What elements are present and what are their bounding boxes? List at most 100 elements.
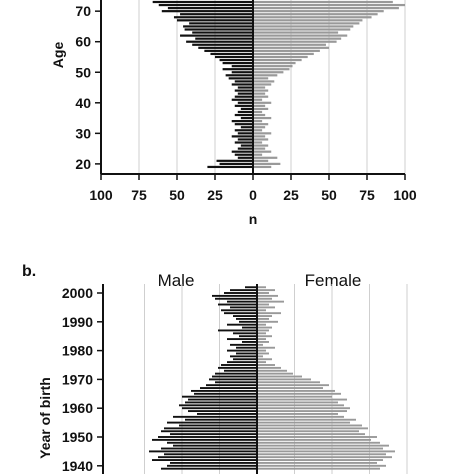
panel-a-x-tick-label: 100 (89, 187, 113, 203)
panel-a-female-bar (253, 31, 339, 34)
panel-b-female-bar (257, 398, 347, 401)
panel-b-female-bar (257, 375, 302, 378)
panel-b-male-bar (233, 332, 257, 335)
panel-a-male-bar (167, 7, 253, 10)
panel-a-male-bar (184, 28, 253, 31)
panel-a-male-bar (237, 92, 253, 95)
panel-b-y-tick-label: 1960 (62, 400, 93, 416)
panel-a-male-bar (231, 150, 253, 153)
panel-b-female-bar (257, 453, 386, 456)
panel-a-female-bar (253, 65, 293, 68)
panel-a-female-bar (253, 22, 360, 25)
panel-b-female-bar (257, 335, 272, 338)
panel-b-female-bar (257, 407, 350, 410)
panel-b-male-bar (227, 361, 257, 364)
panel-b-female-bar (257, 413, 338, 415)
panel-b-female-bar (257, 387, 323, 389)
panel-b-male-bar (170, 461, 257, 464)
panel-b-female-bar (257, 418, 356, 421)
panel-b-female-bar (257, 338, 266, 341)
panel-a-female-bar (253, 71, 284, 74)
panel-a-male-bar (204, 49, 253, 52)
panel-a-female-bar (253, 92, 266, 95)
panel-b-male-bar (173, 415, 257, 418)
panel-a-male-bar (237, 110, 253, 114)
panel-b-male-bar (173, 444, 257, 447)
panel-b-male-bar (188, 410, 257, 413)
panel-a-female-bar (253, 141, 263, 144)
panel-a-male-bar (219, 58, 253, 62)
panel-b-y-tick-label: 1990 (62, 314, 93, 330)
panel-a-male-bar (192, 31, 253, 34)
panel-a-x-tick-label: 0 (249, 187, 257, 203)
panel-b-female-bar (257, 392, 341, 395)
panel-b-birth-year-pyramid: b. Male Female 2000 1990 1980 1970 1960 1950 1… (22, 263, 408, 474)
panel-b-y-axis-label: Year of birth (37, 377, 53, 459)
panel-b-male-bar (230, 289, 257, 292)
panel-a-bars (152, 0, 405, 169)
panel-a-male-bar (240, 107, 253, 111)
panel-b-male-bar (161, 467, 257, 470)
panel-b-male-bar (212, 375, 257, 378)
panel-a-female-bar (253, 156, 278, 159)
panel-a-female-bar (253, 129, 263, 132)
panel-b-female-bar (257, 456, 392, 459)
panel-a-female-bar (253, 40, 337, 43)
panel-a-x-tick-label: 50 (169, 187, 185, 203)
panel-a-male-bar (234, 141, 253, 144)
panel-b-female-bar (257, 404, 344, 407)
panel-b-label: b. (22, 263, 36, 280)
panel-b-male-bar (161, 430, 257, 433)
panel-b-male-bar (221, 364, 257, 366)
panel-a-female-bar (253, 144, 269, 147)
panel-b-female-bar (257, 421, 350, 424)
panel-a-male-bar (234, 95, 253, 98)
panel-a-y-tick-label: 30 (75, 125, 91, 141)
panel-b-female-bar (257, 381, 320, 384)
panel-a-female-bar (253, 80, 275, 83)
panel-a-male-bar (192, 43, 253, 46)
panel-a-y-tick-label: 20 (75, 156, 91, 172)
panel-a-male-bar (231, 120, 253, 123)
panel-a-male-bar (177, 19, 253, 22)
panel-a-female-bar (253, 95, 269, 98)
panel-b-female-bar (257, 346, 275, 349)
panel-b-female-bar (257, 389, 335, 392)
panel-a-female-bar (253, 16, 372, 19)
panel-a-male-bar (183, 25, 253, 28)
panel-b-male-bar (221, 309, 257, 312)
panel-a-male-bar (240, 126, 253, 129)
panel-a-age-pyramid: 20 30 40 50 60 70 100 75 50 25 0 25 50 75 100 Age n (50, 0, 417, 227)
panel-a-male-bar (180, 13, 253, 16)
panel-b-female-bar (257, 438, 371, 441)
panel-a-female-bar (253, 138, 269, 141)
panel-b-female-bar (257, 395, 332, 398)
panel-a-female-bar (253, 58, 302, 62)
panel-a-female-bar (253, 3, 405, 7)
panel-a-y-tick-label: 70 (75, 3, 91, 19)
panel-b-female-bar (257, 306, 275, 309)
panel-b-male-bar (236, 317, 257, 320)
panel-b-male-bar (242, 326, 257, 329)
panel-b-female-bar (257, 309, 266, 312)
panel-a-x-axis-label: n (249, 211, 258, 227)
panel-b-female-bar (257, 286, 266, 289)
panel-b-male-bar (167, 464, 257, 467)
panel-a-male-bar (173, 16, 253, 19)
panel-b-male-bar (218, 303, 257, 306)
panel-a-male-bar (158, 3, 253, 7)
panel-b-female-bar (257, 384, 329, 387)
panel-a-male-bar (231, 71, 253, 74)
panel-a-male-bar (186, 40, 253, 43)
panel-b-female-bar (257, 341, 269, 343)
panel-b-female-bar (257, 461, 377, 464)
panel-a-female-bar (253, 165, 272, 169)
panel-b-female-bar (257, 450, 395, 453)
panel-b-female-bar (257, 427, 368, 430)
panel-a-male-bar (152, 0, 253, 4)
panel-b-female-bar (257, 361, 266, 364)
panel-a-male-bar (237, 132, 253, 135)
panel-a-y-ticks: 20 30 40 50 60 70 (75, 3, 101, 172)
panel-a-male-bar (234, 89, 253, 92)
